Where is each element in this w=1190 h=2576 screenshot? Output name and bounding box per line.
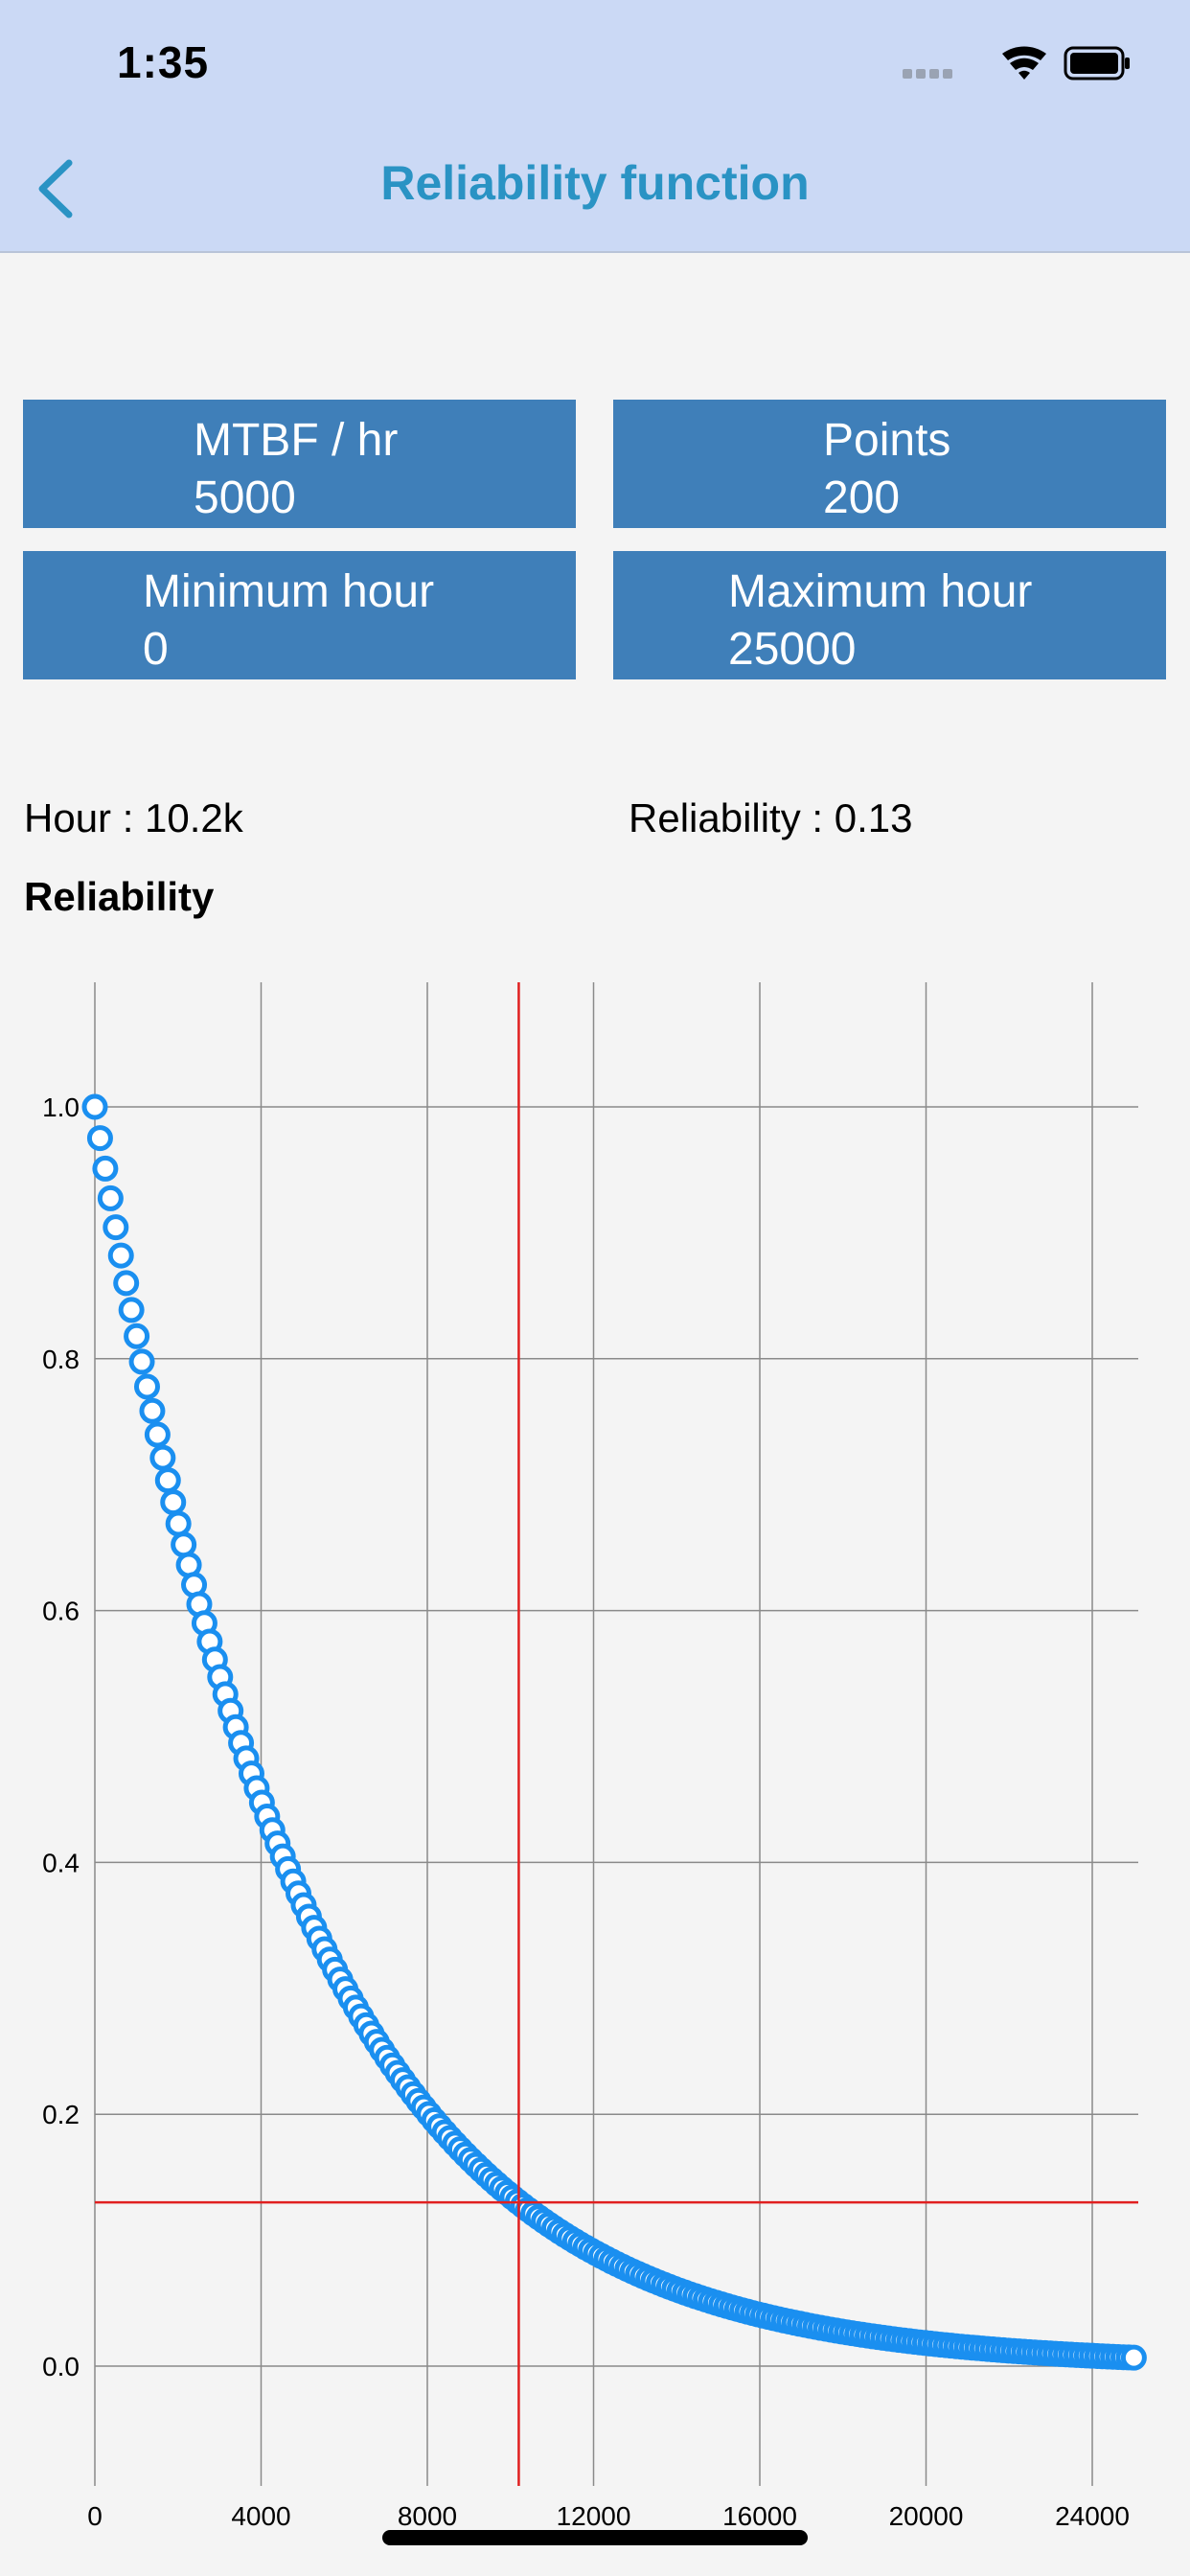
- battery-icon: [1064, 46, 1130, 80]
- mtbf-field[interactable]: MTBF / hr 5000: [23, 400, 576, 528]
- data-point: [133, 1373, 160, 1400]
- minimum-hour-field[interactable]: Minimum hour 0: [23, 551, 576, 679]
- y-tick-label: 0.4: [42, 1848, 80, 1877]
- data-point: [113, 1270, 140, 1297]
- hour-readout: Hour : 10.2k: [24, 795, 243, 840]
- reliability-readout: Reliability : 0.13: [629, 795, 913, 840]
- x-tick-label: 0: [87, 2501, 103, 2531]
- data-point: [92, 1155, 119, 1182]
- data-point: [144, 1421, 171, 1448]
- data-point: [1120, 2344, 1147, 2371]
- minimum-hour-value: 0: [143, 624, 169, 675]
- maximum-hour-label: Maximum hour: [728, 566, 1033, 617]
- points-value: 200: [823, 472, 901, 523]
- x-tick-label: 20000: [889, 2501, 964, 2531]
- x-tick-label: 12000: [557, 2501, 631, 2531]
- data-point: [107, 1242, 134, 1269]
- mtbf-value: 5000: [194, 472, 296, 523]
- data-point: [81, 1093, 108, 1120]
- status-bar: 1:35: [0, 0, 1190, 126]
- y-tick-label: 0.8: [42, 1345, 80, 1374]
- data-point: [160, 1489, 187, 1516]
- data-point: [124, 1322, 150, 1349]
- nav-bar: Reliability function: [0, 126, 1190, 253]
- data-point: [128, 1348, 155, 1375]
- y-tick-label: 0.6: [42, 1597, 80, 1626]
- x-tick-label: 8000: [398, 2501, 457, 2531]
- data-point: [171, 1531, 197, 1558]
- home-indicator: [382, 2530, 808, 2545]
- x-tick-label: 16000: [722, 2501, 797, 2531]
- cellular-signal-icon: [903, 69, 952, 79]
- status-time: 1:35: [117, 37, 210, 87]
- chart-title: Reliability: [24, 874, 215, 919]
- x-tick-label: 24000: [1055, 2501, 1130, 2531]
- page-title: Reliability function: [380, 156, 810, 210]
- data-point: [154, 1467, 181, 1494]
- points-field[interactable]: Points 200: [613, 400, 1166, 528]
- data-point: [149, 1444, 176, 1471]
- chevron-left-icon[interactable]: [27, 155, 84, 222]
- data-point: [97, 1184, 124, 1211]
- minimum-hour-label: Minimum hour: [143, 566, 435, 617]
- data-point: [103, 1214, 129, 1241]
- status-icons: [903, 46, 1130, 80]
- y-tick-label: 0.2: [42, 2100, 80, 2129]
- data-point: [118, 1297, 145, 1323]
- maximum-hour-value: 25000: [728, 624, 857, 675]
- data-point: [139, 1397, 166, 1424]
- wifi-icon: [1002, 46, 1046, 80]
- mtbf-label: MTBF / hr: [194, 415, 399, 466]
- points-label: Points: [823, 415, 951, 466]
- maximum-hour-field[interactable]: Maximum hour 25000: [613, 551, 1166, 679]
- y-tick-label: 1.0: [42, 1092, 80, 1122]
- x-tick-label: 4000: [231, 2501, 290, 2531]
- data-point: [86, 1125, 113, 1152]
- data-point: [165, 1510, 192, 1537]
- y-tick-label: 0.0: [42, 2352, 80, 2381]
